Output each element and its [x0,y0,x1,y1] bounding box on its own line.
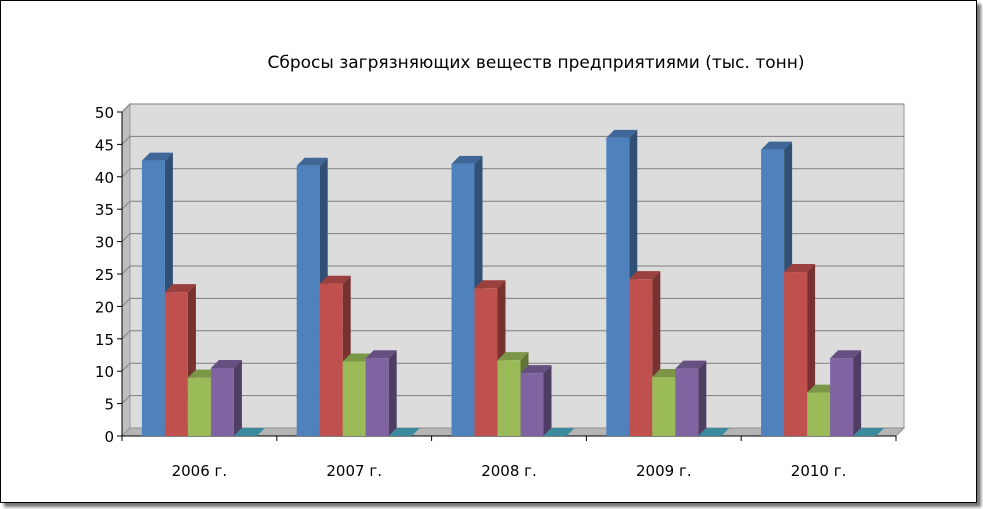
bar-front [141,160,165,436]
gridline-35 [121,200,904,210]
bar-side [233,359,242,436]
gridline-45 [121,135,904,145]
bar-side [853,350,862,436]
y-tick-label: 30 [95,234,114,252]
bar-front [497,360,521,436]
bar [233,428,265,436]
bar-top [543,428,575,436]
bar-top [853,428,885,436]
bar-side [388,350,397,436]
bar [543,428,575,436]
bar [853,428,885,436]
bar-top [698,428,730,436]
bar-front [451,163,475,436]
chart-title: Сбросы загрязняющих веществ предприятиям… [267,53,805,73]
bar-top [606,129,638,138]
bar-front [606,137,630,437]
bar-top [319,275,351,284]
bar-top [451,155,483,164]
bar-front [520,373,544,436]
bar [365,350,397,436]
bar [520,365,552,436]
bar-front [319,283,343,436]
bar-side [698,360,707,436]
gridline-30 [121,233,904,242]
bar-front [210,367,234,436]
bar-front [830,358,854,436]
bar-top [388,428,420,436]
bar-top [784,264,816,273]
bar-top [474,280,506,289]
y-tick-label: 50 [95,104,114,122]
bar-front [807,392,831,436]
category-label: 2009 г. [636,462,692,480]
bar-top [520,365,552,374]
y-tick-label: 25 [95,266,114,284]
bar-top [233,428,265,436]
bar [210,359,242,436]
bar-front [652,377,676,436]
y-tick-label: 0 [104,428,114,446]
bar-front [784,272,808,436]
y-tick-label: 15 [95,331,114,349]
bar-front [629,279,653,436]
bar [388,428,420,436]
bar-top [141,152,173,161]
category-label: 2006 г. [172,462,228,480]
bar-top [210,359,242,368]
gridline-50 [121,103,904,113]
category-label: 2010 г. [791,462,847,480]
bar-top [296,157,328,166]
bar-top [629,271,661,280]
bar-side [543,365,552,436]
bar-front [474,288,498,436]
y-tick-label: 40 [95,169,114,187]
bar-front [761,149,785,437]
bar-top [497,352,529,361]
y-tick-label: 20 [95,298,114,316]
bar [830,350,862,436]
gridline-40 [121,168,904,178]
y-tick-label: 35 [95,201,114,219]
bar-front [296,165,320,436]
bar-front [675,368,699,436]
bar [319,275,351,436]
bar-top [830,350,862,359]
bar [675,360,707,436]
gridline-25 [121,265,904,275]
bar-front [164,292,188,436]
y-tick-label: 5 [104,396,114,414]
y-tick-label: 45 [95,136,114,154]
y-tick-label: 10 [95,363,114,381]
bar-front [365,358,389,436]
bar-top [365,350,397,359]
bar-top [761,141,793,150]
category-label: 2008 г. [481,462,537,480]
bar [698,428,730,436]
bar-top [675,360,707,369]
bar-top [164,284,196,293]
category-label: 2007 г. [326,462,382,480]
bar-front [187,377,211,436]
bar-front [342,361,366,436]
